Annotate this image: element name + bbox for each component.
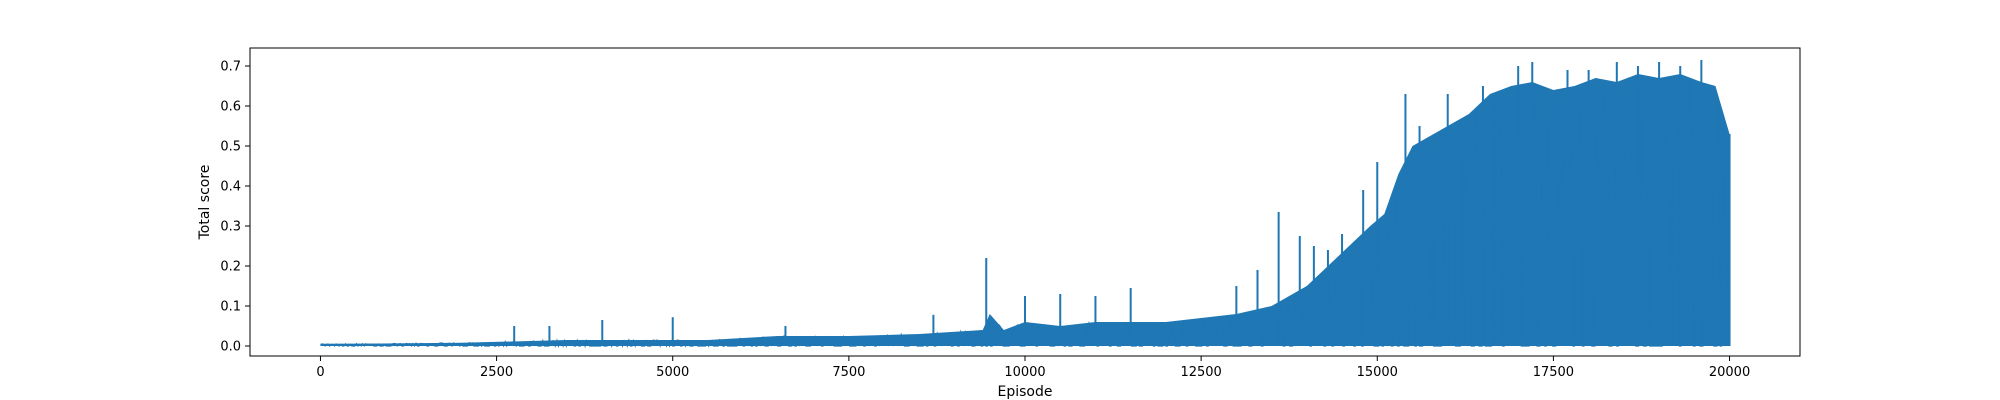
- y-axis: 0.0 0.1 0.2 0.3 0.4 0.5 0.6 0.7: [220, 60, 250, 355]
- x-tick-label: 0: [316, 365, 324, 380]
- y-tick-label: 0.5: [220, 140, 241, 155]
- x-tick-label: 20000: [1709, 365, 1750, 380]
- plot-area: [320, 60, 1731, 349]
- x-tick-label: 7500: [832, 365, 865, 380]
- y-tick-label: 0.0: [220, 340, 241, 355]
- x-axis-label: Episode: [998, 384, 1053, 400]
- y-tick-label: 0.3: [220, 220, 241, 235]
- y-axis-label: Total score: [197, 165, 213, 241]
- y-tick-label: 0.6: [220, 100, 241, 115]
- x-tick-label: 10000: [1004, 365, 1045, 380]
- y-tick-label: 0.1: [220, 300, 241, 315]
- x-tick-label: 2500: [480, 365, 513, 380]
- x-axis: 0 2500 5000 7500 10000 12500 15000 17500 20000: [316, 356, 1750, 380]
- y-tick-label: 0.2: [220, 260, 241, 275]
- x-tick-label: 5000: [656, 365, 689, 380]
- y-tick-label: 0.7: [220, 60, 241, 75]
- y-tick-label: 0.4: [220, 180, 241, 195]
- x-tick-label: 15000: [1357, 365, 1398, 380]
- x-tick-label: 17500: [1533, 365, 1574, 380]
- x-tick-label: 12500: [1180, 365, 1221, 380]
